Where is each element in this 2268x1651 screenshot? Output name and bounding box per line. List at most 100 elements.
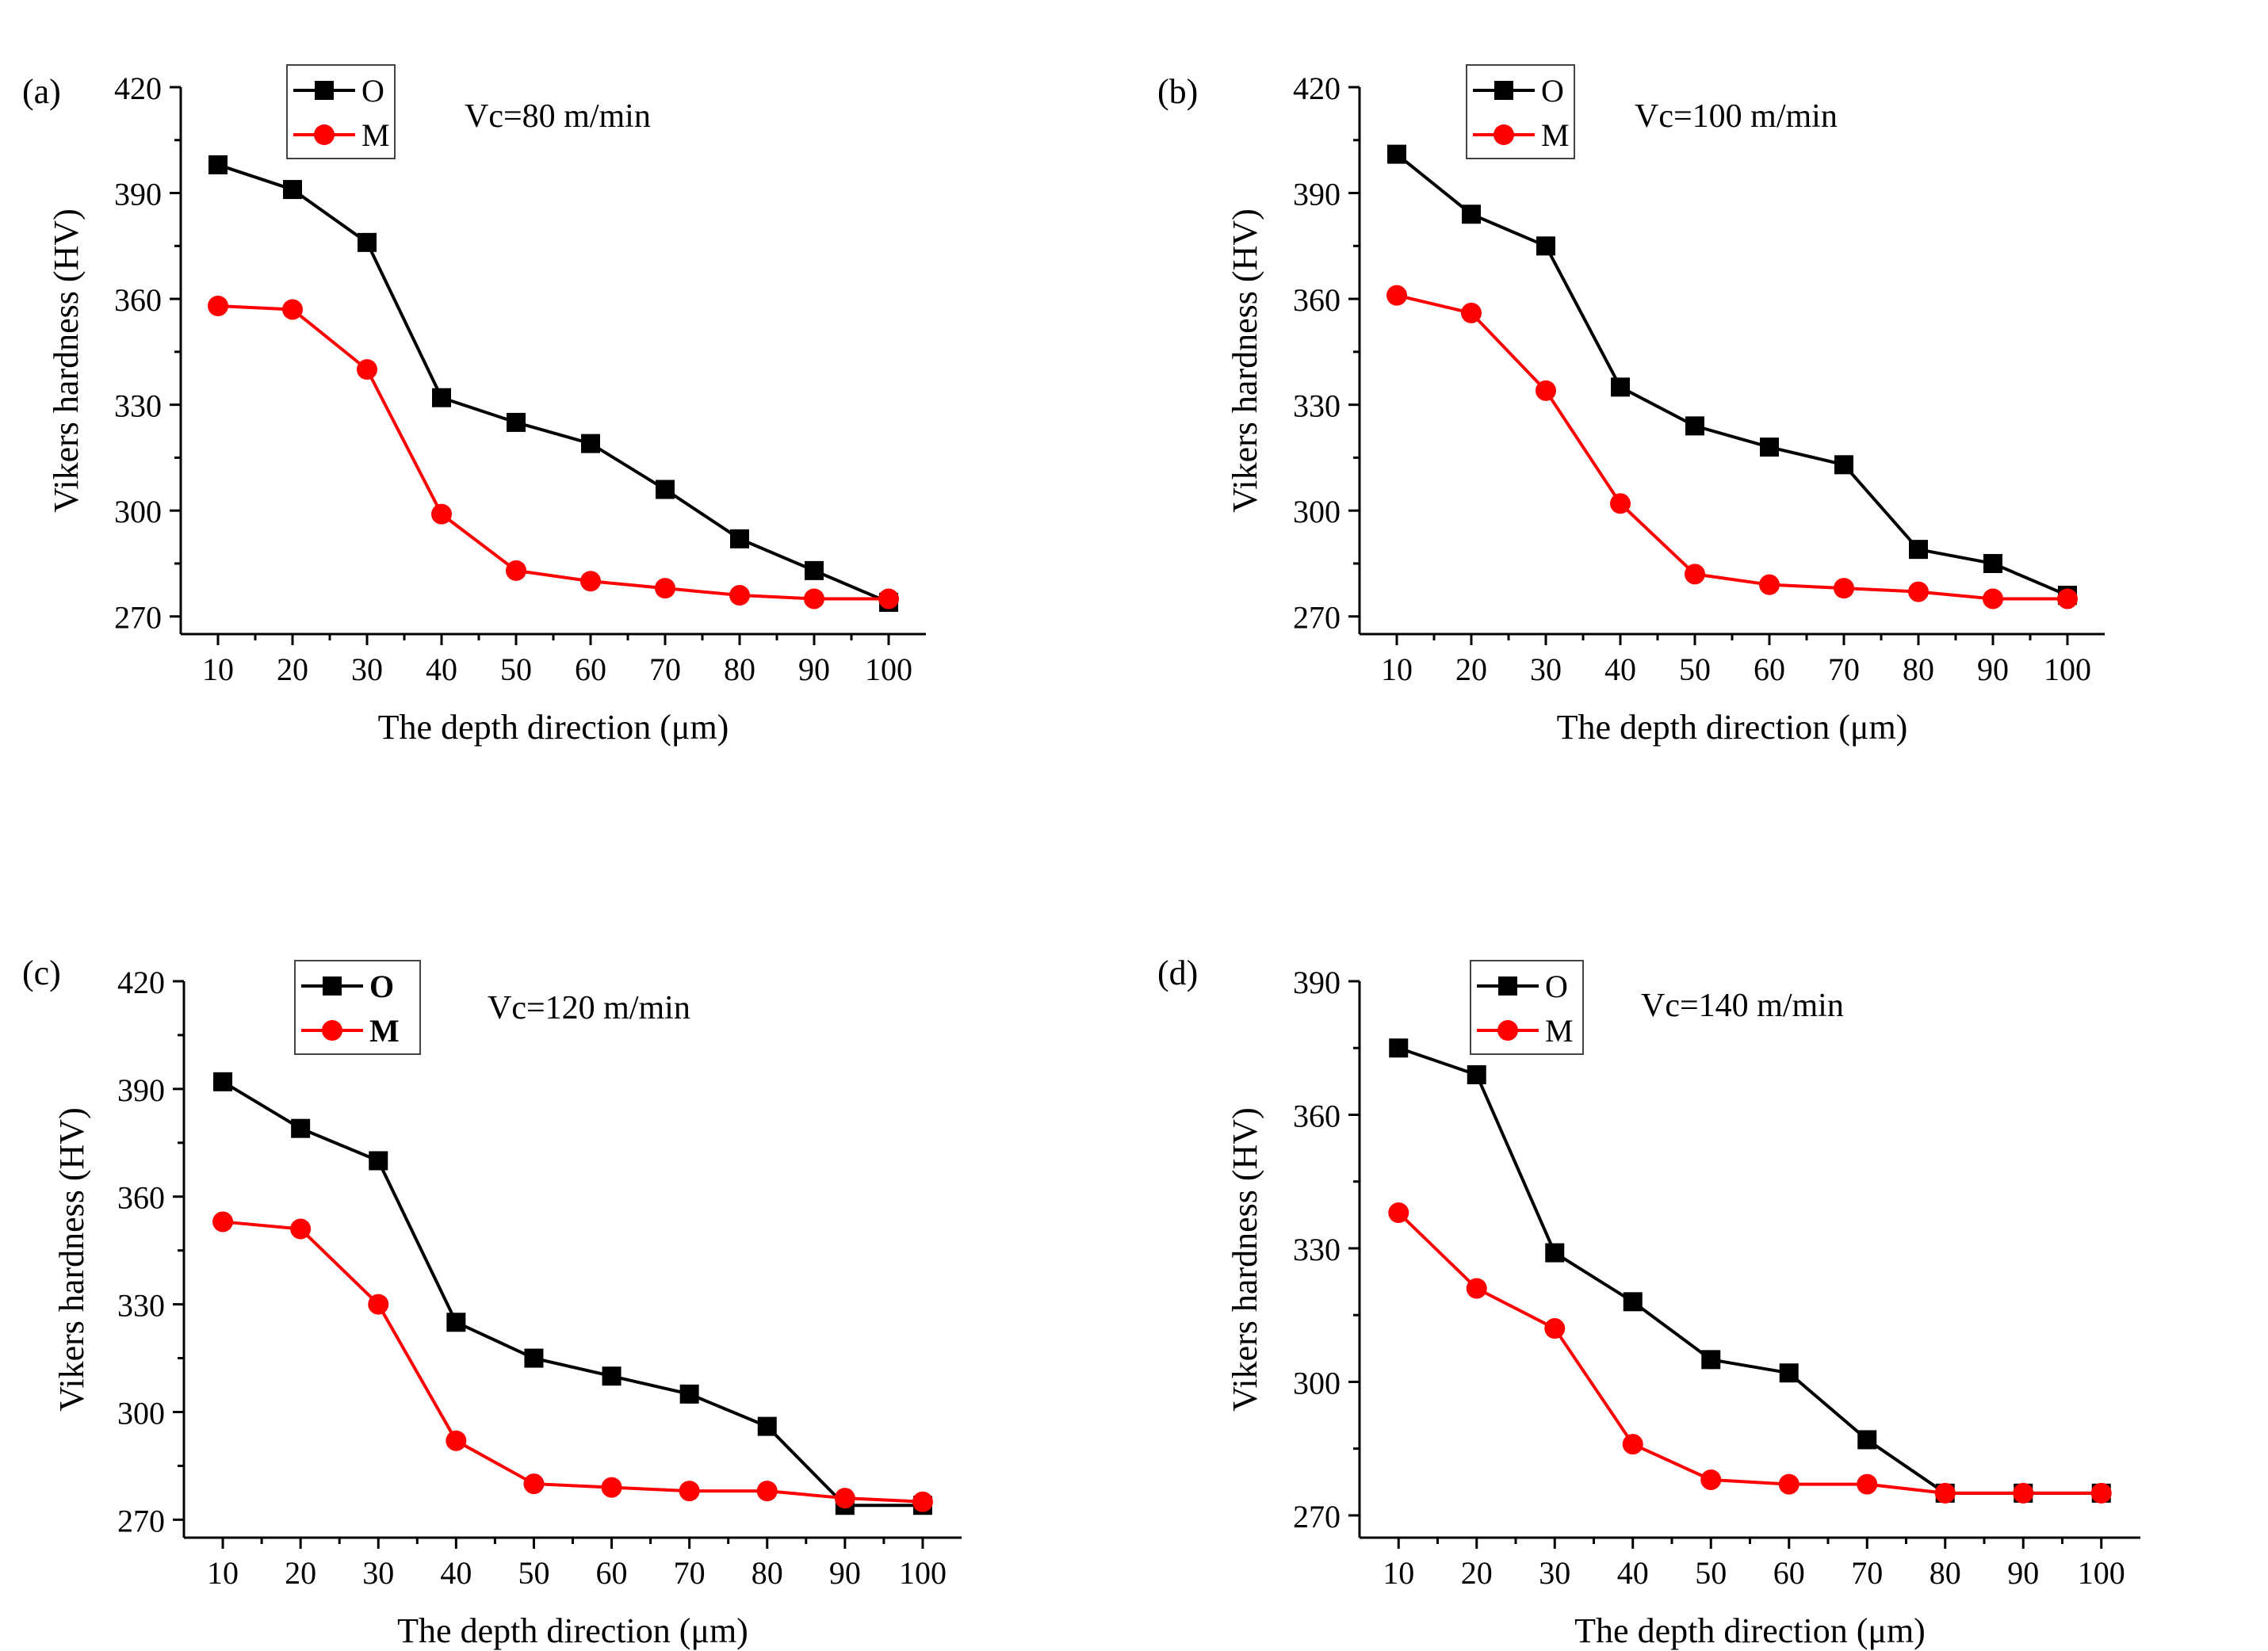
chart-3-point-O <box>446 1313 466 1332</box>
chart-1-ytick-label: 270 <box>114 600 162 636</box>
chart-2-series-O-line <box>1395 153 2068 597</box>
chart-1-legend-label-M: M <box>361 117 390 153</box>
chart-4-point-M <box>1700 1469 1722 1490</box>
chart-2-xtick-label: 60 <box>1754 652 1785 687</box>
chart-3-xtick-label: 50 <box>518 1555 549 1591</box>
chart-3-point-O <box>369 1151 388 1171</box>
chart-2-point-M <box>1610 493 1631 514</box>
chart-2-point-O <box>1611 377 1630 397</box>
chart-1-point-O <box>432 388 451 407</box>
chart-1-legend-marker-M <box>314 124 335 145</box>
chart-4-point-M <box>1778 1473 1799 1495</box>
chart-2-speed-annotation: Vc=100 m/min <box>1635 98 1838 135</box>
chart-3-point-O <box>524 1348 544 1368</box>
chart-4-xtick-label: 90 <box>2007 1555 2039 1591</box>
chart-4-series-O-line <box>1398 1046 2102 1495</box>
chart-4-panel: 270 300 330 360 390 10 20 30 40 50 60 70 80 90 100 The … <box>1157 954 2140 1650</box>
chart-3-legend-label-M: M <box>369 1013 400 1049</box>
chart-3-xtick-label: 100 <box>899 1555 947 1591</box>
chart-3-legend-box <box>294 960 421 1055</box>
chart-4-xtick-label: 70 <box>1851 1555 1883 1591</box>
chart-3-ytick-label: 270 <box>117 1503 165 1538</box>
chart-2-x-axis-label: The depth direction (μm) <box>1557 708 1908 747</box>
chart-1-xtick-label: 30 <box>351 652 383 687</box>
chart-2-xtick-label: 90 <box>1977 652 2009 687</box>
chart-2-point-M <box>1685 564 1705 585</box>
chart-4-point-M <box>1544 1318 1566 1340</box>
chart-4-xtick-label: 10 <box>1383 1555 1414 1591</box>
chart-3-legend-marker-M <box>322 1020 342 1041</box>
chart-4-xtick-label: 30 <box>1539 1555 1570 1591</box>
chart-2-ytick-label: 420 <box>1293 71 1341 106</box>
chart-1-point-O <box>805 560 824 580</box>
chart-1-ytick-label: 390 <box>114 177 162 212</box>
chart-1-xtick-label: 90 <box>798 652 830 687</box>
chart-1-xtick-label: 20 <box>277 652 308 687</box>
chart-1-xtick-label: 60 <box>575 652 606 687</box>
chart-4-ytick-label: 300 <box>1293 1365 1341 1401</box>
chart-3-point-O <box>757 1416 777 1436</box>
chart-3-point-M <box>679 1481 700 1502</box>
chart-1-point-M <box>506 560 526 581</box>
chart-1-point-O <box>208 155 228 174</box>
chart-2-point-M <box>1386 285 1407 306</box>
chart-2-point-M <box>1461 302 1482 323</box>
chart-2-legend-label-M: M <box>1541 117 1570 153</box>
chart-4-point-O <box>1623 1292 1643 1312</box>
chart-3-point-O <box>602 1366 622 1386</box>
chart-1-legend-marker-O <box>315 81 334 100</box>
chart-2-legend-label-O: O <box>1541 73 1564 109</box>
chart-1-point-O <box>283 180 302 200</box>
chart-3-point-M <box>368 1294 389 1315</box>
chart-2-panel-label: (b) <box>1157 72 1198 111</box>
chart-4-y-axis-label: Vikers hardness (HV) <box>1226 1107 1264 1411</box>
chart-1-point-M <box>878 588 899 610</box>
chart-1-point-M <box>357 359 377 380</box>
chart-4-legend-marker-M <box>1497 1020 1518 1041</box>
chart-3-legend-marker-O <box>323 976 342 996</box>
chart-2-ytick-label: 360 <box>1293 282 1341 318</box>
chart-1-point-M <box>208 296 228 316</box>
chart-4-point-M <box>1857 1473 1878 1495</box>
chart-1-ytick-label: 360 <box>114 282 162 318</box>
chart-1-xtick-label: 40 <box>426 652 457 687</box>
chart-1-point-O <box>581 434 600 453</box>
chart-3-point-M <box>756 1481 778 1502</box>
chart-4-xtick-label: 50 <box>1695 1555 1727 1591</box>
chart-1-xtick-label: 80 <box>724 652 755 687</box>
chart-3-panel: 270 300 330 360 390 420 10 20 30 40 50 60 70 80 90 100 T… <box>22 954 962 1650</box>
chart-2-point-O <box>1462 204 1481 224</box>
chart-4-legend-box <box>1470 960 1584 1055</box>
chart-4-legend-label-M: M <box>1545 1013 1574 1049</box>
chart-3-xtick-label: 80 <box>752 1555 783 1591</box>
chart-2-ytick-label: 300 <box>1293 494 1341 529</box>
chart-4-point-O <box>1779 1363 1799 1383</box>
chart-3-xtick-label: 60 <box>596 1555 628 1591</box>
chart-4-ytick-label: 390 <box>1293 965 1341 1000</box>
chart-1-point-M <box>729 585 750 606</box>
chart-2-legend-box <box>1466 64 1575 159</box>
chart-2-xtick-label: 80 <box>1903 652 1934 687</box>
chart-2-xtick-label: 40 <box>1604 652 1636 687</box>
chart-4-point-M <box>1934 1482 1956 1504</box>
chart-4-legend-label-O: O <box>1545 969 1568 1004</box>
chart-4-point-O <box>1389 1038 1409 1058</box>
chart-3-legend-label-O: O <box>369 969 394 1004</box>
chart-4-point-M <box>2090 1482 2112 1504</box>
chart-4-xtick-label: 20 <box>1461 1555 1493 1591</box>
chart-2-point-M <box>1536 380 1556 401</box>
chart-3-y-axis-label: Vikers hardness (HV) <box>52 1107 91 1411</box>
chart-4-point-M <box>2013 1482 2034 1504</box>
chart-2-ytick-label: 330 <box>1293 388 1341 424</box>
chart-2-point-M <box>1983 588 2003 610</box>
chart-1-point-O <box>507 412 526 432</box>
chart-1-series-O-line <box>217 163 889 604</box>
chart-4-xtick-label: 40 <box>1617 1555 1649 1591</box>
chart-2-ytick-label: 390 <box>1293 177 1341 212</box>
chart-2-legend: OM <box>1466 64 1575 159</box>
chart-3-ytick-label: 330 <box>117 1288 165 1324</box>
chart-4-xtick-label: 80 <box>1930 1555 1961 1591</box>
chart-1-point-M <box>580 571 601 592</box>
chart-3-ytick-label: 390 <box>117 1072 165 1108</box>
